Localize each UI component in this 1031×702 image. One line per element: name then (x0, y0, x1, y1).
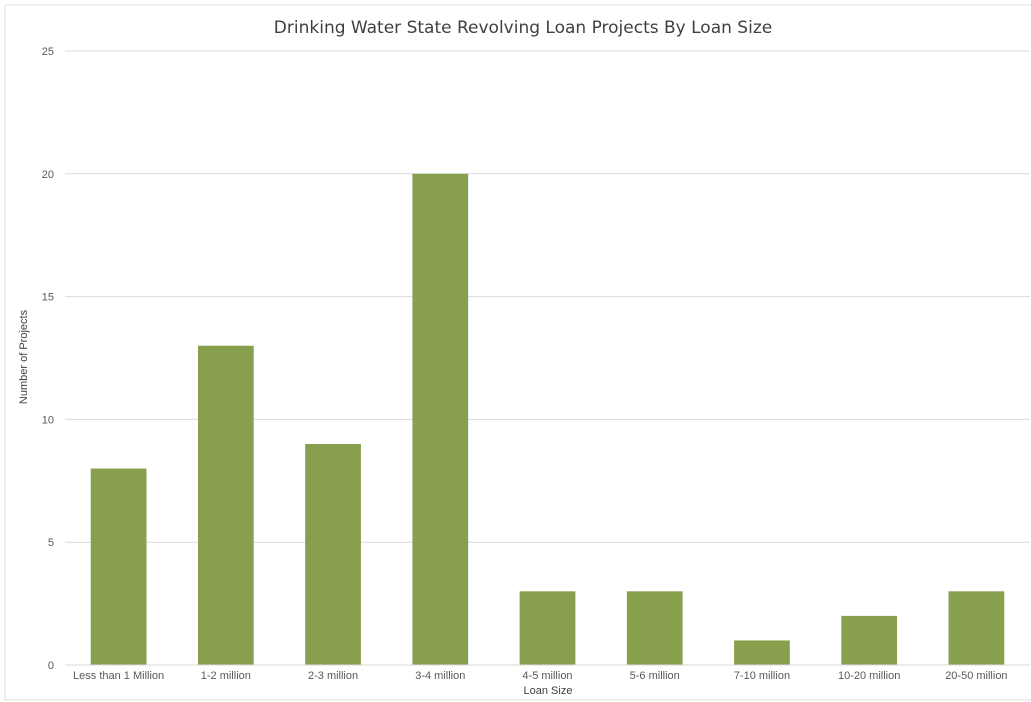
x-tick-label: 4-5 million (522, 670, 572, 682)
x-tick-label: 10-20 million (838, 670, 900, 682)
x-tick-label: 5-6 million (630, 670, 680, 682)
y-tick-label: 15 (42, 292, 54, 304)
y-tick-label: 0 (48, 660, 54, 672)
chart-title: Drinking Water State Revolving Loan Proj… (274, 18, 772, 38)
bar (734, 640, 790, 665)
x-axis-title: Loan Size (524, 685, 573, 697)
bar (197, 345, 254, 665)
y-tick-label: 10 (42, 414, 54, 426)
y-tick-label: 25 (42, 46, 54, 58)
x-tick-label: 1-2 million (201, 670, 251, 682)
y-tick-label: 20 (42, 169, 54, 181)
x-tick-label: 7-10 million (734, 670, 790, 682)
bar (519, 591, 576, 665)
y-axis-title: Number of Projects (18, 309, 30, 404)
bar (412, 173, 469, 666)
y-axis-tick-labels: 0 5 10 15 20 25 (42, 46, 54, 672)
bars (90, 173, 1005, 666)
bar (948, 591, 1005, 665)
bar (841, 615, 898, 665)
x-tick-label: 3-4 million (415, 670, 465, 682)
bar (90, 468, 147, 665)
x-tick-label: 20-50 million (945, 670, 1007, 682)
x-tick-label: 2-3 million (308, 670, 358, 682)
x-axis-tick-labels: Less than 1 Million 1-2 million 2-3 millio… (73, 670, 1008, 682)
bar (305, 443, 361, 665)
y-tick-label: 5 (48, 537, 54, 549)
x-tick-label: Less than 1 Million (73, 670, 164, 682)
bar (626, 591, 683, 665)
